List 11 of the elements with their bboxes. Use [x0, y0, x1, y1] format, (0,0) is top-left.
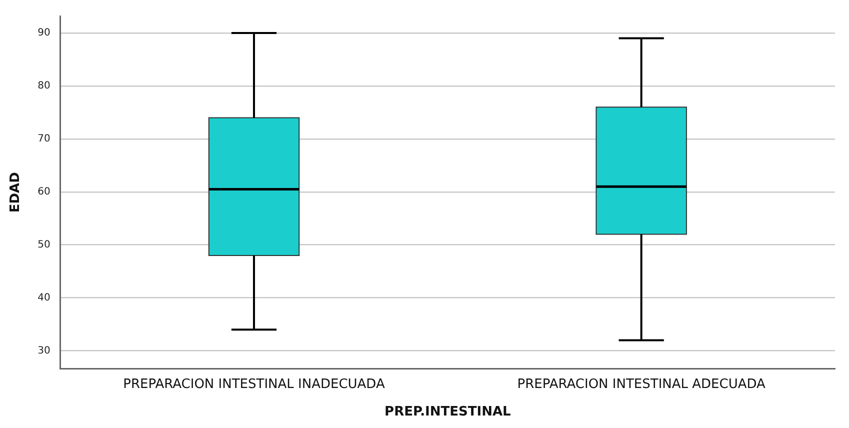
- y-tick-label: 70: [38, 133, 50, 144]
- y-axis-title: EDAD: [8, 172, 24, 213]
- x-tick-label: PREPARACION INTESTINAL ADECUADA: [517, 376, 766, 392]
- y-tick-label: 60: [38, 186, 50, 198]
- y-tick-label: 80: [38, 80, 50, 92]
- x-axis-title: PREP.INTESTINAL: [384, 404, 511, 420]
- y-tick-label: 40: [38, 292, 50, 304]
- y-tick-label: 30: [38, 345, 50, 356]
- x-tick-label: PREPARACION INTESTINAL INADECUADA: [123, 376, 385, 392]
- y-tick-label: 50: [38, 239, 50, 250]
- y-tick-label: 90: [38, 28, 50, 39]
